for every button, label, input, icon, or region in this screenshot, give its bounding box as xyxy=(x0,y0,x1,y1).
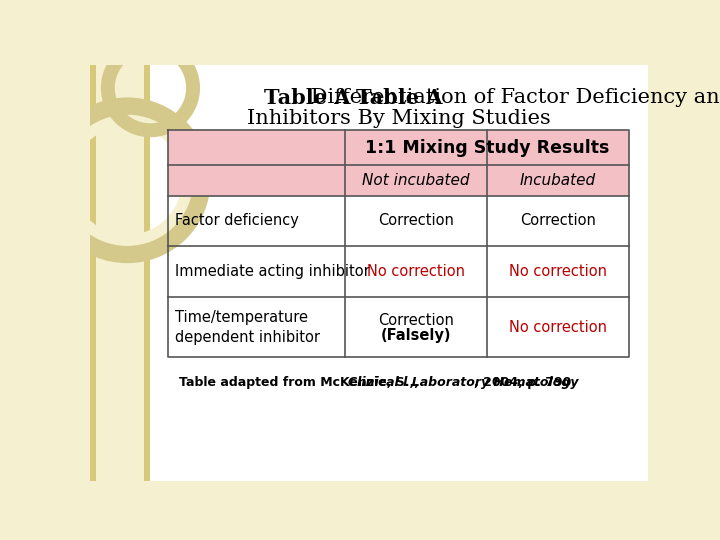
Text: Table adapted from McKenzie, S.,,: Table adapted from McKenzie, S.,, xyxy=(179,375,423,389)
Text: Differentiation of Factor Deficiency and: Differentiation of Factor Deficiency and xyxy=(304,88,720,107)
Text: Clinical l Laboratory Hematology: Clinical l Laboratory Hematology xyxy=(348,375,579,389)
Text: Factor deficiency: Factor deficiency xyxy=(175,213,299,228)
Text: (Falsely): (Falsely) xyxy=(381,328,451,343)
Text: Inhibitors By Mixing Studies: Inhibitors By Mixing Studies xyxy=(248,109,551,127)
Text: Time/temperature
dependent inhibitor: Time/temperature dependent inhibitor xyxy=(175,310,320,345)
Bar xyxy=(345,165,629,195)
Text: No correction: No correction xyxy=(509,264,607,279)
Bar xyxy=(90,65,150,481)
Text: No correction: No correction xyxy=(509,320,607,335)
Text: Table A: Table A xyxy=(264,88,350,108)
Text: No correction: No correction xyxy=(367,264,465,279)
Text: Incubated: Incubated xyxy=(520,173,595,188)
Text: 1:1 Mixing Study Results: 1:1 Mixing Study Results xyxy=(364,139,609,157)
Text: Correction: Correction xyxy=(378,213,454,228)
Text: Correction: Correction xyxy=(378,313,454,328)
Bar xyxy=(96,65,144,481)
Text: Table A: Table A xyxy=(356,88,443,108)
Text: Immediate acting inhibitor: Immediate acting inhibitor xyxy=(175,264,370,279)
Text: Correction: Correction xyxy=(520,213,595,228)
Text: , 2004, p. 790.: , 2004, p. 790. xyxy=(474,375,577,389)
Text: Not incubated: Not incubated xyxy=(362,173,469,188)
Bar xyxy=(168,130,345,195)
Bar xyxy=(345,130,629,165)
Bar xyxy=(150,65,648,481)
